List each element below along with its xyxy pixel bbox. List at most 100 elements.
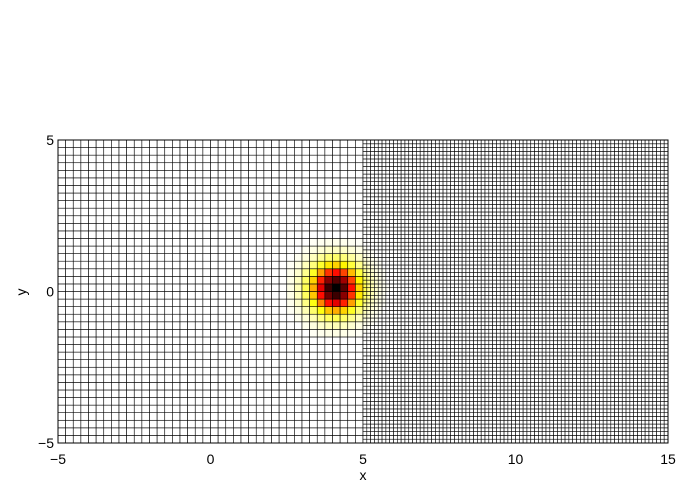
mesh-cell: [423, 173, 429, 179]
mesh-cell: [454, 355, 459, 360]
mesh-cell: [381, 257, 387, 262]
mesh-cell: [416, 139, 421, 145]
mesh-cell: [366, 276, 371, 281]
mesh-cell: [370, 192, 375, 198]
mesh-cell: [309, 245, 318, 254]
mesh-cell: [179, 215, 188, 224]
mesh-cell: [503, 268, 509, 273]
mesh-cell: [65, 419, 74, 429]
mesh-cell: [484, 427, 490, 432]
mesh-cell: [389, 397, 394, 402]
mesh-cell: [374, 207, 379, 213]
mesh-cell: [461, 181, 467, 186]
mesh-cell: [431, 404, 436, 410]
mesh-cell: [454, 234, 459, 239]
mesh-cell: [194, 412, 204, 421]
mesh-cell: [397, 245, 402, 251]
mesh-cell: [438, 173, 444, 179]
mesh-cell: [210, 412, 219, 421]
mesh-cell: [248, 185, 257, 194]
mesh-cell: [488, 215, 493, 220]
mesh-cell: [473, 192, 478, 198]
mesh-cell: [118, 283, 127, 292]
mesh-cell: [95, 291, 105, 300]
mesh-cell: [141, 192, 150, 201]
mesh-cell: [397, 310, 402, 315]
mesh-cell: [522, 431, 528, 436]
mesh-cell: [362, 151, 368, 156]
mesh-cell: [412, 431, 417, 436]
mesh-cell: [469, 196, 474, 201]
mesh-cell: [126, 139, 135, 148]
mesh-cell: [458, 404, 463, 410]
mesh-cell: [431, 355, 436, 360]
mesh-cell: [294, 351, 303, 360]
mesh-cell: [255, 253, 265, 262]
mesh-cell: [419, 154, 425, 160]
mesh-cell: [332, 291, 341, 300]
mesh-cell: [431, 196, 436, 201]
mesh-cell: [458, 211, 463, 217]
mesh-cell: [381, 226, 387, 232]
mesh-cell: [172, 389, 181, 398]
mesh-cell: [477, 393, 482, 398]
mesh-cell: [511, 272, 516, 277]
mesh-cell: [515, 196, 520, 201]
mesh-cell: [503, 325, 509, 330]
mesh-cell: [149, 253, 158, 262]
mesh-cell: [515, 348, 520, 353]
mesh-cell: [454, 181, 459, 186]
mesh-cell: [389, 332, 394, 338]
mesh-cell: [511, 412, 516, 417]
mesh-cell: [366, 215, 371, 220]
mesh-cell: [435, 253, 440, 258]
mesh-cell: [210, 435, 219, 444]
mesh-cell: [393, 408, 398, 414]
mesh-cell: [385, 431, 390, 436]
mesh-cell: [473, 340, 478, 345]
mesh-cell: [57, 283, 66, 292]
mesh-cell: [408, 276, 413, 281]
mesh-cell: [370, 404, 375, 410]
mesh-cell: [118, 313, 127, 323]
mesh-cell: [431, 238, 436, 243]
mesh-cell: [278, 359, 288, 368]
mesh-cell: [389, 344, 394, 349]
mesh-cell: [419, 272, 425, 277]
mesh-cell: [450, 382, 455, 387]
mesh-cell: [477, 332, 482, 338]
mesh-cell: [202, 200, 211, 209]
mesh-cell: [187, 238, 196, 247]
mesh-cell: [339, 291, 349, 300]
mesh-cell: [366, 268, 371, 273]
mesh-cell: [515, 287, 520, 292]
mesh-cell: [465, 363, 471, 368]
mesh-cell: [118, 245, 127, 254]
mesh-cell: [419, 298, 425, 304]
mesh-cell: [88, 200, 97, 209]
mesh-cell: [450, 423, 455, 429]
mesh-cell: [488, 147, 493, 152]
mesh-cell: [118, 276, 127, 285]
mesh-cell: [511, 200, 516, 205]
mesh-cell: [480, 435, 486, 440]
mesh-cell: [484, 348, 490, 353]
mesh-cell: [263, 200, 272, 209]
mesh-cell: [194, 404, 204, 413]
mesh-cell: [423, 389, 429, 395]
mesh-cell: [263, 154, 272, 164]
mesh-cell: [385, 336, 390, 342]
mesh-cell: [111, 147, 120, 156]
mesh-cell: [362, 294, 368, 300]
mesh-cell: [72, 162, 82, 171]
mesh-cell: [416, 268, 421, 273]
mesh-cell: [370, 382, 375, 387]
mesh-cell: [515, 332, 520, 338]
mesh-cell: [149, 260, 158, 270]
mesh-cell: [393, 393, 398, 398]
mesh-cell: [519, 317, 524, 323]
mesh-cell: [431, 249, 436, 254]
mesh-cell: [423, 151, 429, 156]
mesh-cell: [461, 143, 467, 148]
mesh-cell: [419, 408, 425, 414]
